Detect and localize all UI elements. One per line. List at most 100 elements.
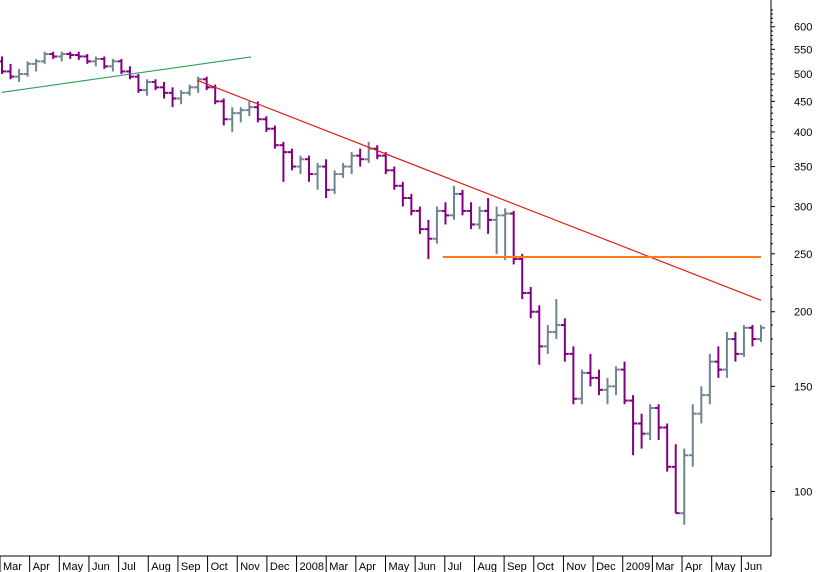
ohlc-bar xyxy=(671,444,680,515)
ohlc-bar xyxy=(219,98,228,126)
ohlc-bar xyxy=(722,331,731,378)
ohlc-bar xyxy=(560,318,569,362)
ohlc-bar xyxy=(697,386,706,424)
ohlc-bar xyxy=(637,413,646,449)
x-tick-label: Aug xyxy=(477,561,497,572)
ohlc-bar xyxy=(501,208,510,261)
ohlc-bar xyxy=(313,162,322,190)
y-tick-label: 150 xyxy=(794,381,812,393)
y-tick-label: 400 xyxy=(794,127,812,139)
x-tick-label: Jul xyxy=(448,561,462,572)
ohlc-bar xyxy=(577,369,586,405)
x-tick-label: Apr xyxy=(359,561,376,572)
x-tick-label: Mar xyxy=(3,561,22,572)
ohlc-bar xyxy=(518,253,527,300)
ohlc-bar xyxy=(15,68,24,82)
y-tick-label: 300 xyxy=(794,202,812,214)
ohlc-bar xyxy=(535,305,544,365)
x-tick-label: 2009 xyxy=(626,561,650,572)
ohlc-bar xyxy=(449,185,458,220)
ohlc-bar xyxy=(526,287,535,319)
ohlc-bar xyxy=(0,56,6,75)
ohlc-bar xyxy=(612,366,621,396)
ohlc-bar xyxy=(543,325,552,354)
x-tick-label: Jun xyxy=(92,561,110,572)
x-tick-label: Sep xyxy=(181,561,201,572)
x-tick-label: Mar xyxy=(655,561,674,572)
ohlc-bar xyxy=(202,76,211,91)
ohlc-bar xyxy=(475,206,484,230)
ohlc-bar xyxy=(347,152,356,175)
ohlc-bar xyxy=(586,353,595,387)
x-tick-label: Jun xyxy=(418,561,436,572)
ohlc-bar xyxy=(552,299,561,340)
ohlc-bar xyxy=(757,325,765,342)
ohlc-bar xyxy=(424,219,433,260)
ohlc-bar xyxy=(330,170,339,194)
ohlc-bar xyxy=(663,423,672,472)
ohlc-bar xyxy=(509,210,518,265)
ohlc-bar xyxy=(160,81,169,99)
x-tick-label: Dec xyxy=(270,561,290,572)
ohlc-bar xyxy=(177,90,186,105)
trend-lines xyxy=(1,56,762,301)
y-tick-label: 100 xyxy=(794,487,812,499)
x-tick-label: May xyxy=(389,561,410,572)
ohlc-bar xyxy=(194,76,203,93)
ohlc-bar xyxy=(680,448,689,525)
y-tick-label: 500 xyxy=(794,69,812,81)
ohlc-bar xyxy=(356,148,365,167)
y-tick-label: 450 xyxy=(794,96,812,108)
x-tick-label: Jul xyxy=(122,561,136,572)
ohlc-bar xyxy=(569,346,578,405)
ohlc-bar xyxy=(40,51,49,64)
y-tick-label: 250 xyxy=(794,249,812,261)
ohlc-bar xyxy=(390,166,399,190)
ohlc-bar xyxy=(407,193,416,216)
ohlc-bar xyxy=(484,198,493,234)
downtrend-line xyxy=(196,79,762,301)
ohlc-bar xyxy=(646,404,655,440)
y-tick-label: 600 xyxy=(794,22,812,34)
ohlc-bar xyxy=(654,404,663,440)
uptrend-line xyxy=(1,56,252,93)
x-tick-label: 2008 xyxy=(300,561,324,572)
ohlc-bar xyxy=(415,206,424,234)
ohlc-bar xyxy=(253,101,262,123)
ohlc-bar xyxy=(714,346,723,378)
x-tick-label: Dec xyxy=(596,561,616,572)
ohlc-bar xyxy=(467,202,476,230)
x-tick-label: Oct xyxy=(537,561,554,572)
y-tick-label: 350 xyxy=(794,162,812,174)
ohlc-bar xyxy=(83,54,92,64)
ohlc-bar xyxy=(66,51,75,59)
x-tick-label: May xyxy=(715,561,736,572)
ohlc-bar xyxy=(620,361,629,405)
ohlc-bar xyxy=(74,51,83,60)
ohlc-bar xyxy=(134,74,143,93)
x-tick-label: Oct xyxy=(211,561,228,572)
ohlc-bar xyxy=(228,107,237,132)
ohlc-bar xyxy=(364,141,373,163)
ohlc-bar xyxy=(23,61,32,77)
ohlc-bar xyxy=(688,404,697,467)
x-tick-label: Mar xyxy=(329,561,348,572)
x-tick-label: May xyxy=(62,561,83,572)
x-tick-label: Nov xyxy=(240,561,260,572)
ohlc-bar xyxy=(322,159,331,199)
y-axis: 100 150 200 250 300 350 400 450 500 550 600 xyxy=(771,9,812,520)
x-tick-label: Jun xyxy=(744,561,762,572)
y-tick-label: 200 xyxy=(794,307,812,319)
ohlc-bar xyxy=(296,155,305,175)
ohlc-bar xyxy=(629,395,638,456)
ohlc-bar xyxy=(731,331,740,362)
ohlc-bar xyxy=(441,202,450,225)
ohlc-bar xyxy=(705,353,714,405)
x-tick-label: Apr xyxy=(685,561,702,572)
ohlc-bar xyxy=(117,58,126,75)
ohlc-bar xyxy=(245,101,254,117)
x-tick-label: Apr xyxy=(33,561,50,572)
ohlc-bar xyxy=(57,51,66,62)
ohlc-bar xyxy=(125,66,134,80)
